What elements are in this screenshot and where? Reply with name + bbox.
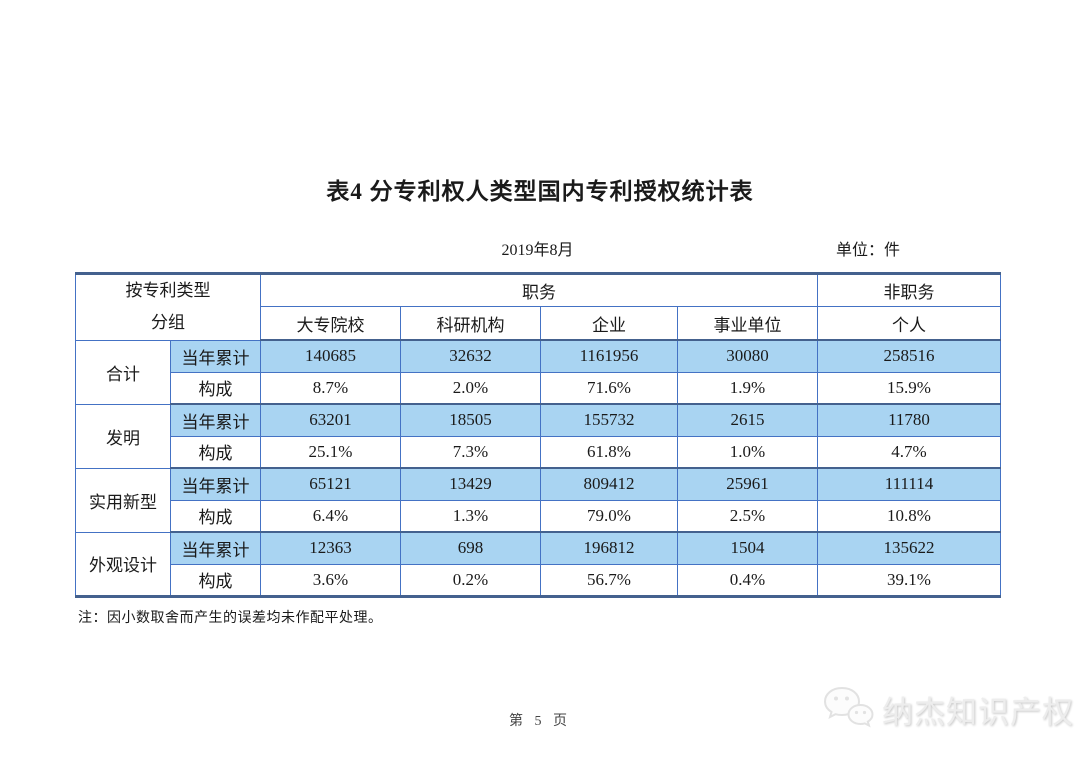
column-group-service: 职务 <box>260 271 818 308</box>
corner-header-cell: 按专利类型 分组 <box>75 272 261 341</box>
row-sublabel-composition: 构成 <box>170 563 261 598</box>
table-cell: 10.8% <box>817 499 1001 534</box>
table-row: 外观设计 当年累计 12363 698 196812 1504 135622 <box>75 531 1001 597</box>
table-row: 实用新型 当年累计 65121 13429 809412 25961 11111… <box>75 467 1001 533</box>
table-cell: 39.1% <box>817 563 1001 598</box>
table-cell: 1.3% <box>400 499 541 534</box>
table-cell: 155732 <box>540 403 678 437</box>
table-cell: 4.7% <box>817 435 1001 470</box>
table-cell: 63201 <box>260 403 401 437</box>
watermark-text: 纳杰知识产权 <box>882 695 1074 730</box>
period-label: 2019年8月 <box>501 242 574 259</box>
header-row-groups: 按专利类型 分组 职务 非职务 <box>75 271 1001 341</box>
row-sublabel-composition: 构成 <box>170 499 261 534</box>
page-title: 表4 分专利权人类型国内专利授权统计表 <box>326 179 754 204</box>
table-footnote: 注：因小数取舍而产生的误差均未作配平处理。 <box>78 610 383 626</box>
row-group-utility-model: 实用新型 <box>75 467 171 533</box>
row-sublabel-composition: 构成 <box>170 435 261 470</box>
table-cell: 1504 <box>677 531 818 565</box>
table-cell: 18505 <box>400 403 541 437</box>
table-cell: 1161956 <box>540 339 678 373</box>
table-cell: 135622 <box>817 531 1001 565</box>
unit-label: 单位：件 <box>835 242 900 259</box>
row-sublabel-cumulative: 当年累计 <box>170 339 261 373</box>
table-row: 构成 3.6% 0.2% 56.7% 0.4% 39.1% <box>76 563 1001 598</box>
table-cell: 8.7% <box>260 371 401 406</box>
column-header-research: 科研机构 <box>400 306 541 342</box>
table-cell: 12363 <box>260 531 401 565</box>
publisher-watermark: 纳杰知识产权 <box>822 684 1074 735</box>
table-cell: 56.7% <box>540 563 678 598</box>
row-group-total: 合计 <box>75 339 171 405</box>
table-cell: 1.9% <box>677 371 818 406</box>
table-cell: 2.5% <box>677 499 818 534</box>
table-cell: 30080 <box>677 339 818 373</box>
table-cell: 3.6% <box>260 563 401 598</box>
table-meta-row: 2019年8月 单位：件 <box>75 236 1000 260</box>
table-cell: 196812 <box>540 531 678 565</box>
table-cell: 1.0% <box>677 435 818 470</box>
table-cell: 2.0% <box>400 371 541 406</box>
table-cell: 140685 <box>260 339 401 373</box>
table-row: 构成 8.7% 2.0% 71.6% 1.9% 15.9% <box>76 371 1001 406</box>
row-sublabel-cumulative: 当年累计 <box>170 531 261 565</box>
page-number: 第 5 页 <box>509 714 571 729</box>
table-row: 发明 当年累计 63201 18505 155732 2615 11780 <box>75 403 1001 469</box>
table-cell: 0.2% <box>400 563 541 598</box>
corner-header-line1: 按专利类型 <box>125 281 211 300</box>
table-cell: 13429 <box>400 467 541 501</box>
column-header-individual: 个人 <box>817 306 1001 342</box>
corner-header-line2: 分组 <box>151 313 185 333</box>
column-header-colleges: 大专院校 <box>260 306 401 342</box>
table-row: 构成 6.4% 1.3% 79.0% 2.5% 10.8% <box>76 499 1001 534</box>
table-cell: 809412 <box>540 467 678 501</box>
column-header-enterprise: 企业 <box>540 306 678 342</box>
row-sublabel-composition: 构成 <box>170 371 261 406</box>
table-cell: 698 <box>400 531 541 565</box>
wechat-logo-icon <box>822 684 874 735</box>
table-cell: 32632 <box>400 339 541 373</box>
table-cell: 258516 <box>817 339 1001 373</box>
row-sublabel-cumulative: 当年累计 <box>170 467 261 501</box>
column-group-nonservice: 非职务 <box>817 271 1001 308</box>
table-row: 合计 当年累计 140685 32632 1161956 30080 25851… <box>75 339 1001 405</box>
table-cell: 11780 <box>817 403 1001 437</box>
table-cell: 7.3% <box>400 435 541 470</box>
column-header-institution: 事业单位 <box>677 306 818 342</box>
table-cell: 61.8% <box>540 435 678 470</box>
table-row: 构成 25.1% 7.3% 61.8% 1.0% 4.7% <box>76 435 1001 470</box>
table-cell: 2615 <box>677 403 818 437</box>
table-cell: 65121 <box>260 467 401 501</box>
row-sublabel-cumulative: 当年累计 <box>170 403 261 437</box>
table-cell: 111114 <box>817 467 1001 501</box>
patent-grant-statistics-table: 按专利类型 分组 职务 非职务 大专院校 科研机构 企业 事业单位 个人 合计 … <box>75 271 1001 598</box>
row-group-invention: 发明 <box>75 403 171 469</box>
table-cell: 25.1% <box>260 435 401 470</box>
table-cell: 6.4% <box>260 499 401 534</box>
table-cell: 15.9% <box>817 371 1001 406</box>
header-row-columns: 大专院校 科研机构 企业 事业单位 个人 <box>76 306 1001 342</box>
row-group-design: 外观设计 <box>75 531 171 597</box>
table-cell: 79.0% <box>540 499 678 534</box>
table-cell: 0.4% <box>677 563 818 598</box>
table-cell: 25961 <box>677 467 818 501</box>
table-cell: 71.6% <box>540 371 678 406</box>
